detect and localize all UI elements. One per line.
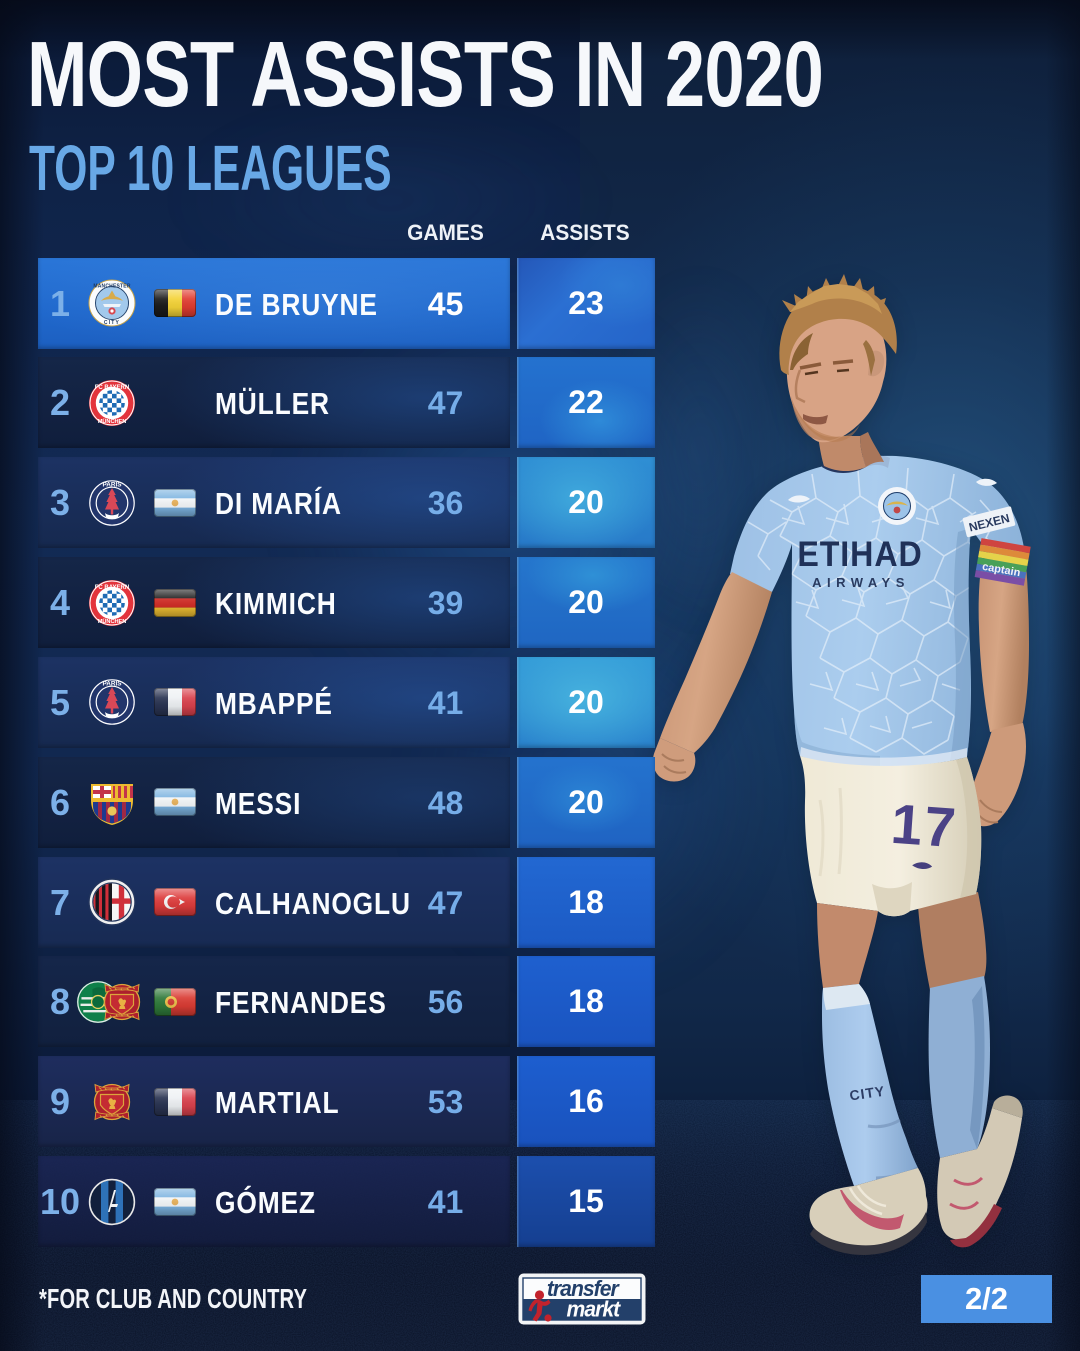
- svg-text:FC BAYERN: FC BAYERN: [95, 385, 129, 391]
- svg-text:CITY: CITY: [104, 320, 120, 326]
- svg-text:transfer: transfer: [547, 1276, 620, 1302]
- svg-text:markt: markt: [567, 1296, 621, 1322]
- svg-text:CITY: CITY: [848, 1083, 886, 1104]
- svg-text:ETIHAD: ETIHAD: [797, 536, 922, 575]
- svg-text:AIRWAYS: AIRWAYS: [812, 575, 910, 590]
- svg-text:MÜNCHEN: MÜNCHEN: [98, 618, 127, 625]
- svg-text:MÜNCHEN: MÜNCHEN: [98, 418, 127, 425]
- svg-text:17: 17: [889, 792, 960, 859]
- svg-text:PARIS: PARIS: [102, 481, 122, 488]
- svg-text:FC BAYERN: FC BAYERN: [95, 585, 129, 591]
- svg-text:PARIS: PARIS: [102, 681, 122, 688]
- svg-text:MANCHESTER: MANCHESTER: [93, 283, 130, 289]
